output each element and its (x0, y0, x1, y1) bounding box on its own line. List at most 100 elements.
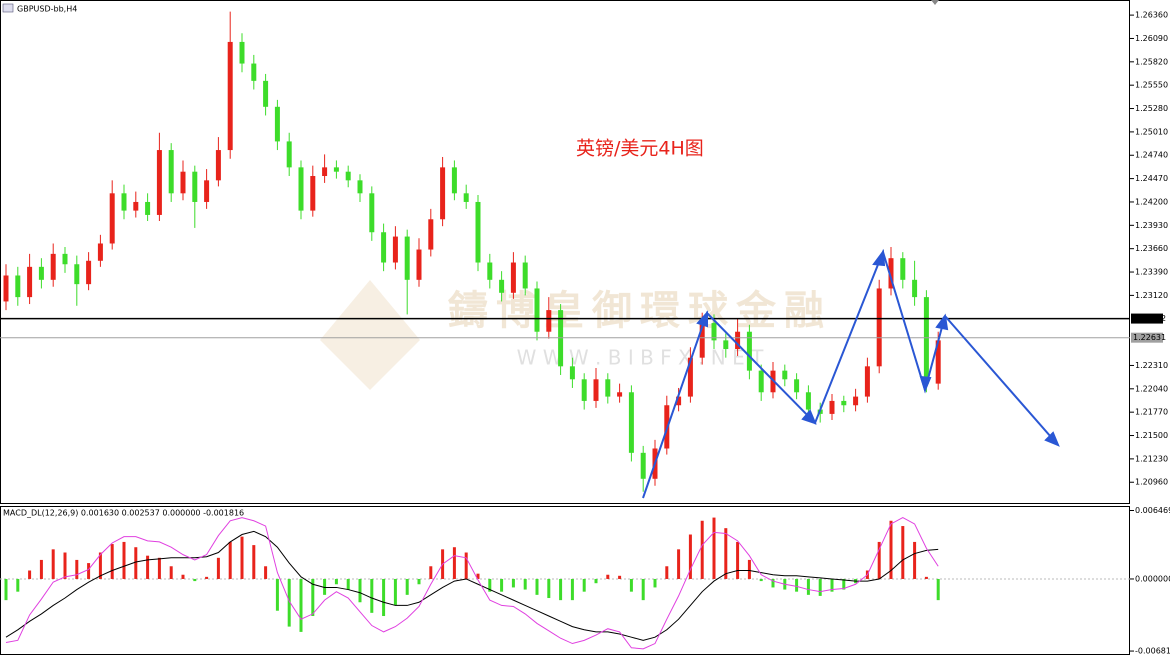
trend-arrows (642, 248, 1060, 499)
candle-body (440, 167, 446, 220)
histogram-bar (51, 549, 55, 579)
histogram-bar (759, 578, 763, 582)
y-tick-label: 1.24470 (1135, 174, 1168, 183)
y-tick-label: -0.006811 (1135, 647, 1170, 656)
histogram-bar (818, 578, 822, 596)
y-tick-label: 1.23660 (1135, 244, 1168, 253)
candle-body (864, 366, 870, 397)
histogram-bar (334, 578, 338, 585)
histogram-bar (228, 541, 232, 579)
candle-body (805, 392, 811, 410)
candle-body (617, 392, 623, 397)
arrow-head (696, 310, 708, 328)
chart-title: GBPUSD-bb,H4 (17, 5, 77, 14)
candle-body (27, 266, 33, 298)
candle-body (711, 323, 717, 341)
candle-body (251, 63, 257, 81)
shift-marker (931, 0, 939, 5)
candle-body (156, 150, 162, 215)
watermark-logo (320, 280, 420, 390)
candle-body (133, 201, 139, 211)
candle-body (298, 167, 304, 211)
histogram-bar (63, 552, 67, 579)
candle-body (746, 331, 752, 371)
candle-body (145, 201, 151, 215)
histogram-bar (535, 578, 539, 595)
candle-body (180, 171, 186, 194)
histogram-bar (134, 547, 138, 579)
candle-body (605, 379, 611, 397)
histogram-bar (700, 520, 704, 579)
histogram-bar (877, 541, 881, 579)
histogram-bar (688, 534, 692, 579)
candle-body (510, 262, 516, 293)
histogram-bar (75, 559, 79, 579)
candle-body (900, 258, 906, 280)
candle-body (109, 193, 115, 244)
candle-body (50, 253, 56, 280)
histogram-bar (216, 557, 220, 579)
y-tick-label: 1.25010 (1135, 127, 1168, 136)
y-tick-label: 1.20960 (1135, 478, 1168, 487)
histogram-bar (393, 578, 397, 606)
candle-body (841, 400, 847, 406)
histogram-bar (476, 573, 480, 579)
histogram-bar (511, 578, 515, 588)
arrow-head (872, 249, 886, 267)
y-tick-label: 0.006469 (1135, 506, 1170, 515)
candle-body (829, 400, 835, 414)
histogram-bar (169, 566, 173, 579)
histogram-bar (582, 578, 586, 592)
candle-body (15, 275, 21, 298)
y-tick-label: 1.22310 (1135, 361, 1168, 370)
candle-body (192, 171, 198, 202)
annotation: 英镑/美元4H图 (576, 138, 704, 160)
candle-body (369, 193, 375, 233)
histogram-bar (122, 541, 126, 579)
histogram-bar (157, 557, 161, 579)
candle-body (392, 236, 398, 263)
candle-body (593, 379, 599, 401)
histogram-bar (629, 578, 633, 592)
histogram-bar (311, 578, 315, 617)
candle-body (499, 279, 505, 293)
candle-body (534, 288, 540, 332)
candle-body (416, 249, 422, 280)
candle-body (758, 370, 764, 393)
histogram-bar (547, 578, 551, 599)
histogram-bar (736, 541, 740, 579)
histogram-bar (323, 578, 327, 595)
candle-body (888, 258, 894, 289)
y-tick-label: 1.23930 (1135, 221, 1168, 230)
marks: 1.26360 1.26090 1.25820 1.25550 1.25280 1.250… (0, 11, 1170, 656)
candle-body (86, 260, 92, 285)
histogram-bar (110, 544, 114, 579)
candle-body (558, 310, 564, 367)
candle-body (121, 193, 127, 211)
histogram-bar (830, 578, 834, 592)
candle-body (522, 262, 528, 289)
candle-body (475, 201, 481, 263)
y-tick-label: 1.24740 (1135, 151, 1168, 160)
candle-body (345, 171, 351, 181)
histogram-bar (500, 578, 504, 592)
candle-body (204, 180, 210, 202)
y-tick-label: 0.000000 (1135, 574, 1170, 583)
histogram-bar (417, 578, 421, 585)
y-tick-label: 1.25820 (1135, 57, 1168, 66)
candle-body (546, 310, 552, 332)
y-tick-label: 1.25280 (1135, 104, 1168, 113)
candle-body (62, 253, 68, 265)
candle-body (168, 150, 174, 194)
candle-body (451, 167, 457, 194)
histogram-bar (87, 563, 91, 579)
y-tick-label: 1.21230 (1135, 454, 1168, 463)
candle-body (227, 41, 233, 151)
histogram-bar (39, 559, 43, 579)
candle-body (935, 340, 941, 384)
histogram-bar (795, 578, 799, 592)
candle-body (263, 80, 269, 107)
candle-body (463, 193, 469, 202)
